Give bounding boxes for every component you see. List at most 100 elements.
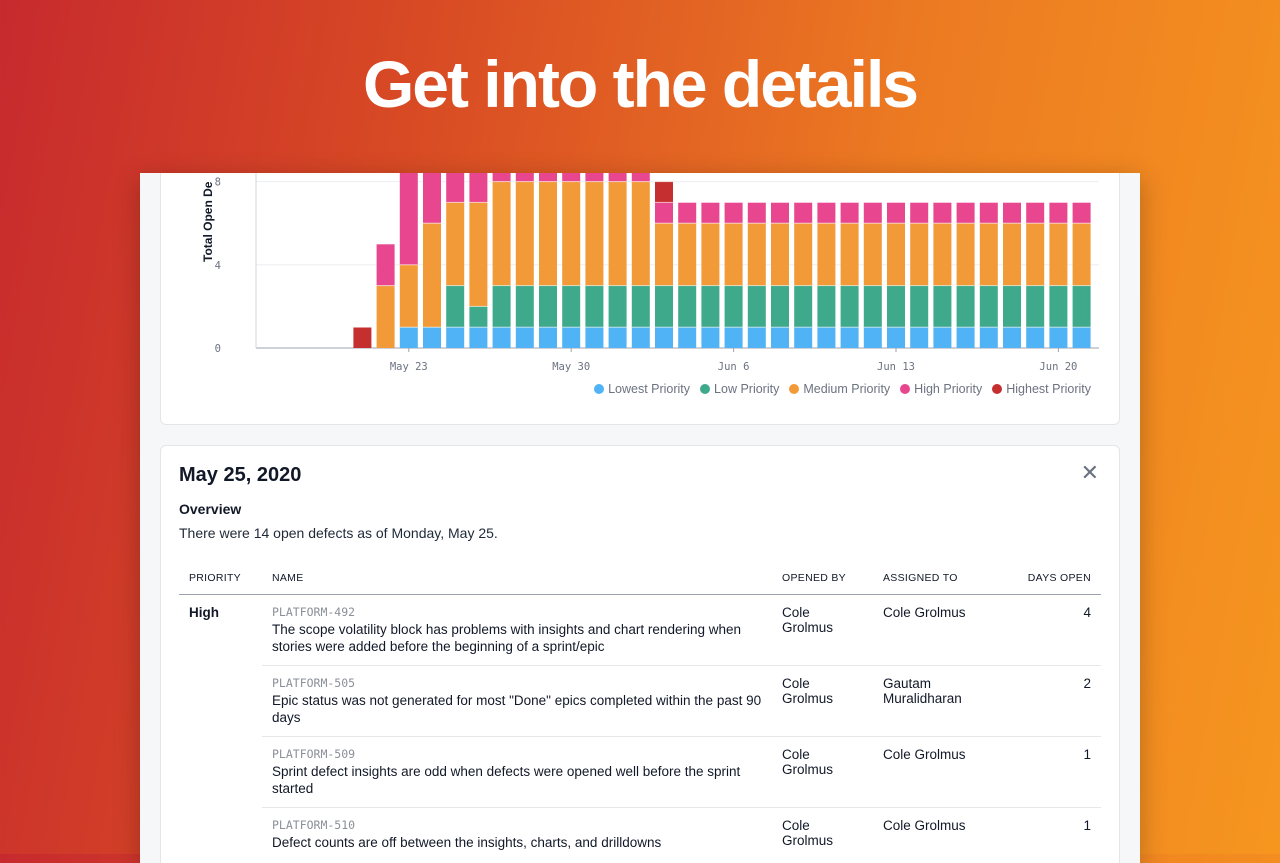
bar-segment[interactable] <box>1049 285 1068 328</box>
bar-segment[interactable] <box>1003 327 1021 348</box>
column-header-opened-by[interactable]: OPENED BY <box>772 564 873 595</box>
bar-segment[interactable] <box>678 202 697 224</box>
bar-segment[interactable] <box>794 202 813 224</box>
bar-segment[interactable] <box>840 285 859 328</box>
bar-segment[interactable] <box>539 181 557 286</box>
bar-segment[interactable] <box>446 327 465 348</box>
bar-segment[interactable] <box>887 202 905 224</box>
bar-segment[interactable] <box>956 327 975 348</box>
issue-key-link[interactable]: PLATFORM-492 <box>272 605 356 619</box>
bar-segment[interactable] <box>747 223 766 286</box>
bar-segment[interactable] <box>863 202 882 224</box>
bar-segment[interactable] <box>840 223 859 286</box>
bar-segment[interactable] <box>840 202 859 224</box>
bar-segment[interactable] <box>585 173 604 182</box>
bar-segment[interactable] <box>1072 327 1091 348</box>
bar-segment[interactable] <box>631 327 650 348</box>
bar-segment[interactable] <box>956 223 975 286</box>
bar-segment[interactable] <box>423 173 441 224</box>
bar-segment[interactable] <box>887 327 905 348</box>
bar-segment[interactable] <box>747 327 766 348</box>
bar-segment[interactable] <box>817 285 836 328</box>
bar-segment[interactable] <box>910 327 929 348</box>
bar-segment[interactable] <box>979 285 998 328</box>
bar-segment[interactable] <box>469 173 488 203</box>
legend-item-high[interactable]: High Priority <box>900 382 982 396</box>
bar-segment[interactable] <box>353 327 372 348</box>
bar-segment[interactable] <box>655 327 673 348</box>
bar-segment[interactable] <box>515 173 534 182</box>
bar-segment[interactable] <box>399 264 418 328</box>
bar-segment[interactable] <box>631 285 650 328</box>
bar-segment[interactable] <box>655 223 673 286</box>
bar-segment[interactable] <box>515 181 534 286</box>
bar-segment[interactable] <box>562 285 581 328</box>
bar-segment[interactable] <box>423 223 441 328</box>
issue-key-link[interactable]: PLATFORM-505 <box>272 676 356 690</box>
bar-segment[interactable] <box>910 223 929 286</box>
table-row[interactable]: PLATFORM-505 Epic status was not generat… <box>179 665 1101 737</box>
bar-segment[interactable] <box>1003 202 1021 224</box>
bar-segment[interactable] <box>678 223 697 286</box>
bar-segment[interactable] <box>701 202 720 224</box>
bar-segment[interactable] <box>1026 327 1045 348</box>
bar-segment[interactable] <box>1026 223 1045 286</box>
bar-segment[interactable] <box>724 285 743 328</box>
bar-segment[interactable] <box>1072 285 1091 328</box>
legend-item-highest[interactable]: Highest Priority <box>992 382 1091 396</box>
bar-segment[interactable] <box>887 285 905 328</box>
bar-segment[interactable] <box>817 327 836 348</box>
bar-segment[interactable] <box>469 306 488 328</box>
table-row[interactable]: PLATFORM-509 Sprint defect insights are … <box>179 736 1101 808</box>
bar-segment[interactable] <box>933 285 952 328</box>
bar-segment[interactable] <box>515 285 534 328</box>
bar-segment[interactable] <box>1049 223 1068 286</box>
bar-segment[interactable] <box>678 285 697 328</box>
bar-segment[interactable] <box>771 202 789 224</box>
bar-segment[interactable] <box>446 173 465 203</box>
bar-segment[interactable] <box>1072 202 1091 224</box>
bar-segment[interactable] <box>608 327 627 348</box>
column-header-days-open[interactable]: DAYS OPEN <box>1013 564 1101 595</box>
bar-segment[interactable] <box>771 223 789 286</box>
table-row[interactable]: High PLATFORM-492 The scope volatility b… <box>179 595 1101 666</box>
bar-segment[interactable] <box>701 223 720 286</box>
bar-segment[interactable] <box>747 202 766 224</box>
bar-segment[interactable] <box>747 285 766 328</box>
bar-segment[interactable] <box>562 327 581 348</box>
column-header-assigned-to[interactable]: ASSIGNED TO <box>873 564 1013 595</box>
bar-segment[interactable] <box>956 202 975 224</box>
legend-item-lowest[interactable]: Lowest Priority <box>594 382 690 396</box>
bar-segment[interactable] <box>1026 285 1045 328</box>
bar-segment[interactable] <box>1049 327 1068 348</box>
bar-segment[interactable] <box>1049 202 1068 224</box>
bar-segment[interactable] <box>1003 285 1021 328</box>
bar-segment[interactable] <box>631 181 650 286</box>
bar-segment[interactable] <box>887 223 905 286</box>
bar-segment[interactable] <box>678 327 697 348</box>
bar-segment[interactable] <box>840 327 859 348</box>
bar-segment[interactable] <box>515 327 534 348</box>
bar-segment[interactable] <box>724 202 743 224</box>
bar-segment[interactable] <box>655 285 673 328</box>
close-icon[interactable]: ✕ <box>1080 460 1099 485</box>
bar-segment[interactable] <box>492 285 511 328</box>
bar-segment[interactable] <box>376 285 395 348</box>
bar-segment[interactable] <box>979 327 998 348</box>
column-header-priority[interactable]: PRIORITY <box>179 564 262 595</box>
table-row[interactable]: PLATFORM-510 Defect counts are off betwe… <box>179 807 1101 861</box>
bar-segment[interactable] <box>910 202 929 224</box>
bar-segment[interactable] <box>794 223 813 286</box>
bar-segment[interactable] <box>539 327 557 348</box>
bar-segment[interactable] <box>863 285 882 328</box>
bar-segment[interactable] <box>979 202 998 224</box>
bar-segment[interactable] <box>910 285 929 328</box>
bar-segment[interactable] <box>817 202 836 224</box>
bar-segment[interactable] <box>1003 223 1021 286</box>
bar-segment[interactable] <box>492 327 511 348</box>
bar-segment[interactable] <box>376 244 395 286</box>
issue-key-link[interactable]: PLATFORM-509 <box>272 747 356 761</box>
bar-segment[interactable] <box>469 202 488 307</box>
bar-segment[interactable] <box>399 327 418 348</box>
legend-item-low[interactable]: Low Priority <box>700 382 779 396</box>
